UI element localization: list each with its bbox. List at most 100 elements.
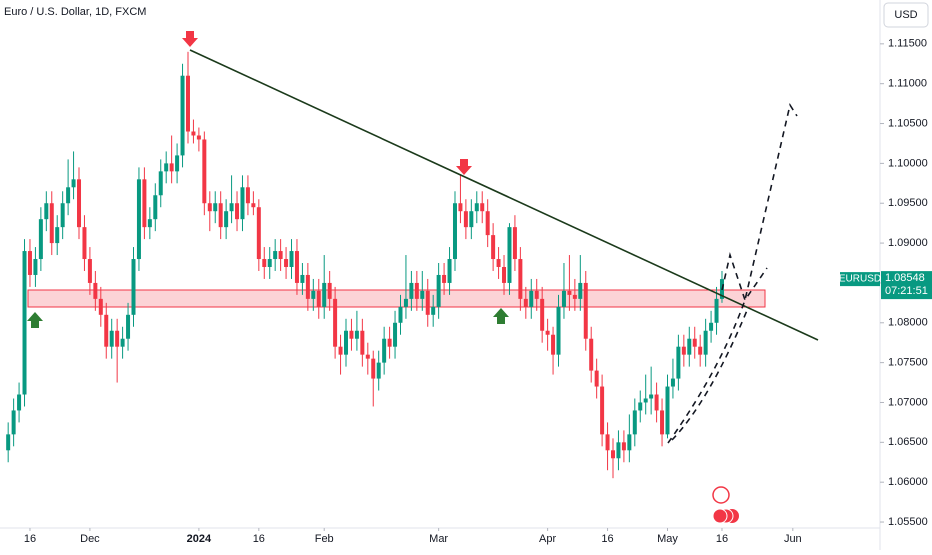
candle-body (540, 298, 545, 331)
y-tick-label: 1.06000 (888, 476, 928, 488)
down-arrow (182, 31, 198, 47)
x-tick-label: 16 (716, 533, 728, 545)
currency-label[interactable]: USD (894, 9, 917, 21)
candle-body (485, 211, 490, 236)
candle-body (218, 203, 223, 228)
candle-body (698, 346, 703, 355)
x-tick-label: 16 (24, 533, 36, 545)
candle-body (512, 227, 517, 260)
y-tick-label: 1.05500 (888, 516, 928, 528)
candle-body (643, 398, 648, 403)
candle-body (605, 434, 610, 451)
candle-body (169, 163, 174, 172)
y-tick-label: 1.06500 (888, 436, 928, 448)
up-arrow (493, 308, 509, 324)
candle-body (703, 330, 708, 355)
candle-body (572, 294, 577, 299)
candle-body (235, 203, 240, 220)
candle-body (491, 235, 496, 260)
candle-body (294, 251, 299, 283)
y-tick-label: 1.10500 (888, 117, 928, 129)
candle-body (480, 203, 485, 212)
candle-body (333, 298, 338, 347)
candle-body (692, 338, 697, 347)
price-tag (881, 271, 932, 300)
candle-body (338, 346, 343, 355)
candle-body (17, 394, 22, 411)
countdown-label: 07:21:51 (885, 285, 928, 297)
candle-body (27, 251, 32, 275)
candle-body (71, 179, 76, 188)
candle-body (131, 259, 136, 315)
projection-path (667, 102, 798, 444)
candle-body (431, 306, 436, 315)
candle-body (469, 211, 474, 228)
candle-body (158, 171, 163, 196)
candle-body (224, 211, 229, 228)
candle-body (44, 203, 49, 220)
candle-body (11, 410, 16, 435)
candle-body (600, 386, 605, 435)
candle-body (545, 330, 550, 335)
candle-body (403, 298, 408, 307)
candle-body (136, 179, 141, 260)
x-tick-label: May (657, 533, 678, 545)
candle-body (638, 402, 643, 411)
projection-lower (671, 307, 749, 441)
candle-body (316, 290, 321, 307)
candle-body (665, 386, 670, 435)
candle-body (420, 290, 425, 299)
candle-body (507, 227, 512, 283)
candle-body (38, 219, 43, 260)
candle-body (33, 259, 38, 275)
candle-body (229, 203, 234, 212)
candle-body (409, 282, 414, 299)
candle-body (300, 274, 305, 283)
candle-body (196, 135, 201, 140)
x-tick-label: Apr (539, 533, 556, 545)
candle-body (393, 322, 398, 347)
candle-body (354, 330, 359, 339)
candle-body (104, 314, 109, 347)
y-tick-label: 1.09000 (888, 237, 928, 249)
candle-body (251, 203, 256, 208)
candle-body (207, 203, 212, 212)
currency-button[interactable] (883, 2, 929, 28)
candle-body (365, 354, 370, 359)
candle-body (147, 219, 152, 228)
y-tick-label: 1.09500 (888, 197, 928, 209)
candle-body (382, 338, 387, 363)
candle-body (583, 282, 588, 339)
candle-body (344, 330, 349, 355)
candle-body (327, 282, 332, 299)
x-tick-label: 2024 (187, 533, 212, 545)
event-icon[interactable] (712, 486, 730, 504)
candle-body (687, 338, 692, 355)
candle-body (55, 227, 60, 244)
candle-body (77, 179, 82, 228)
candle-body (98, 298, 103, 315)
candle-body (632, 410, 637, 435)
candle-body (714, 298, 719, 323)
candle-body (561, 290, 566, 307)
candle-body (240, 187, 245, 220)
candle-body (82, 227, 87, 260)
candle-body (660, 410, 665, 435)
candle-body (589, 338, 594, 371)
candle-body (284, 259, 289, 267)
candle-body (120, 338, 125, 347)
event-icon[interactable] (712, 508, 728, 524)
candle-body (709, 322, 714, 331)
candle-body (567, 290, 572, 295)
candle-body (398, 306, 403, 323)
candle-body (556, 306, 561, 355)
candle-body (180, 75, 185, 156)
y-tick-label: 1.10000 (888, 157, 928, 169)
candle-body (202, 139, 207, 204)
projection-zigzag (721, 252, 768, 302)
candle-body (305, 274, 310, 299)
candle-body (649, 394, 654, 399)
candle-body (452, 203, 457, 260)
candle-body (551, 334, 556, 355)
